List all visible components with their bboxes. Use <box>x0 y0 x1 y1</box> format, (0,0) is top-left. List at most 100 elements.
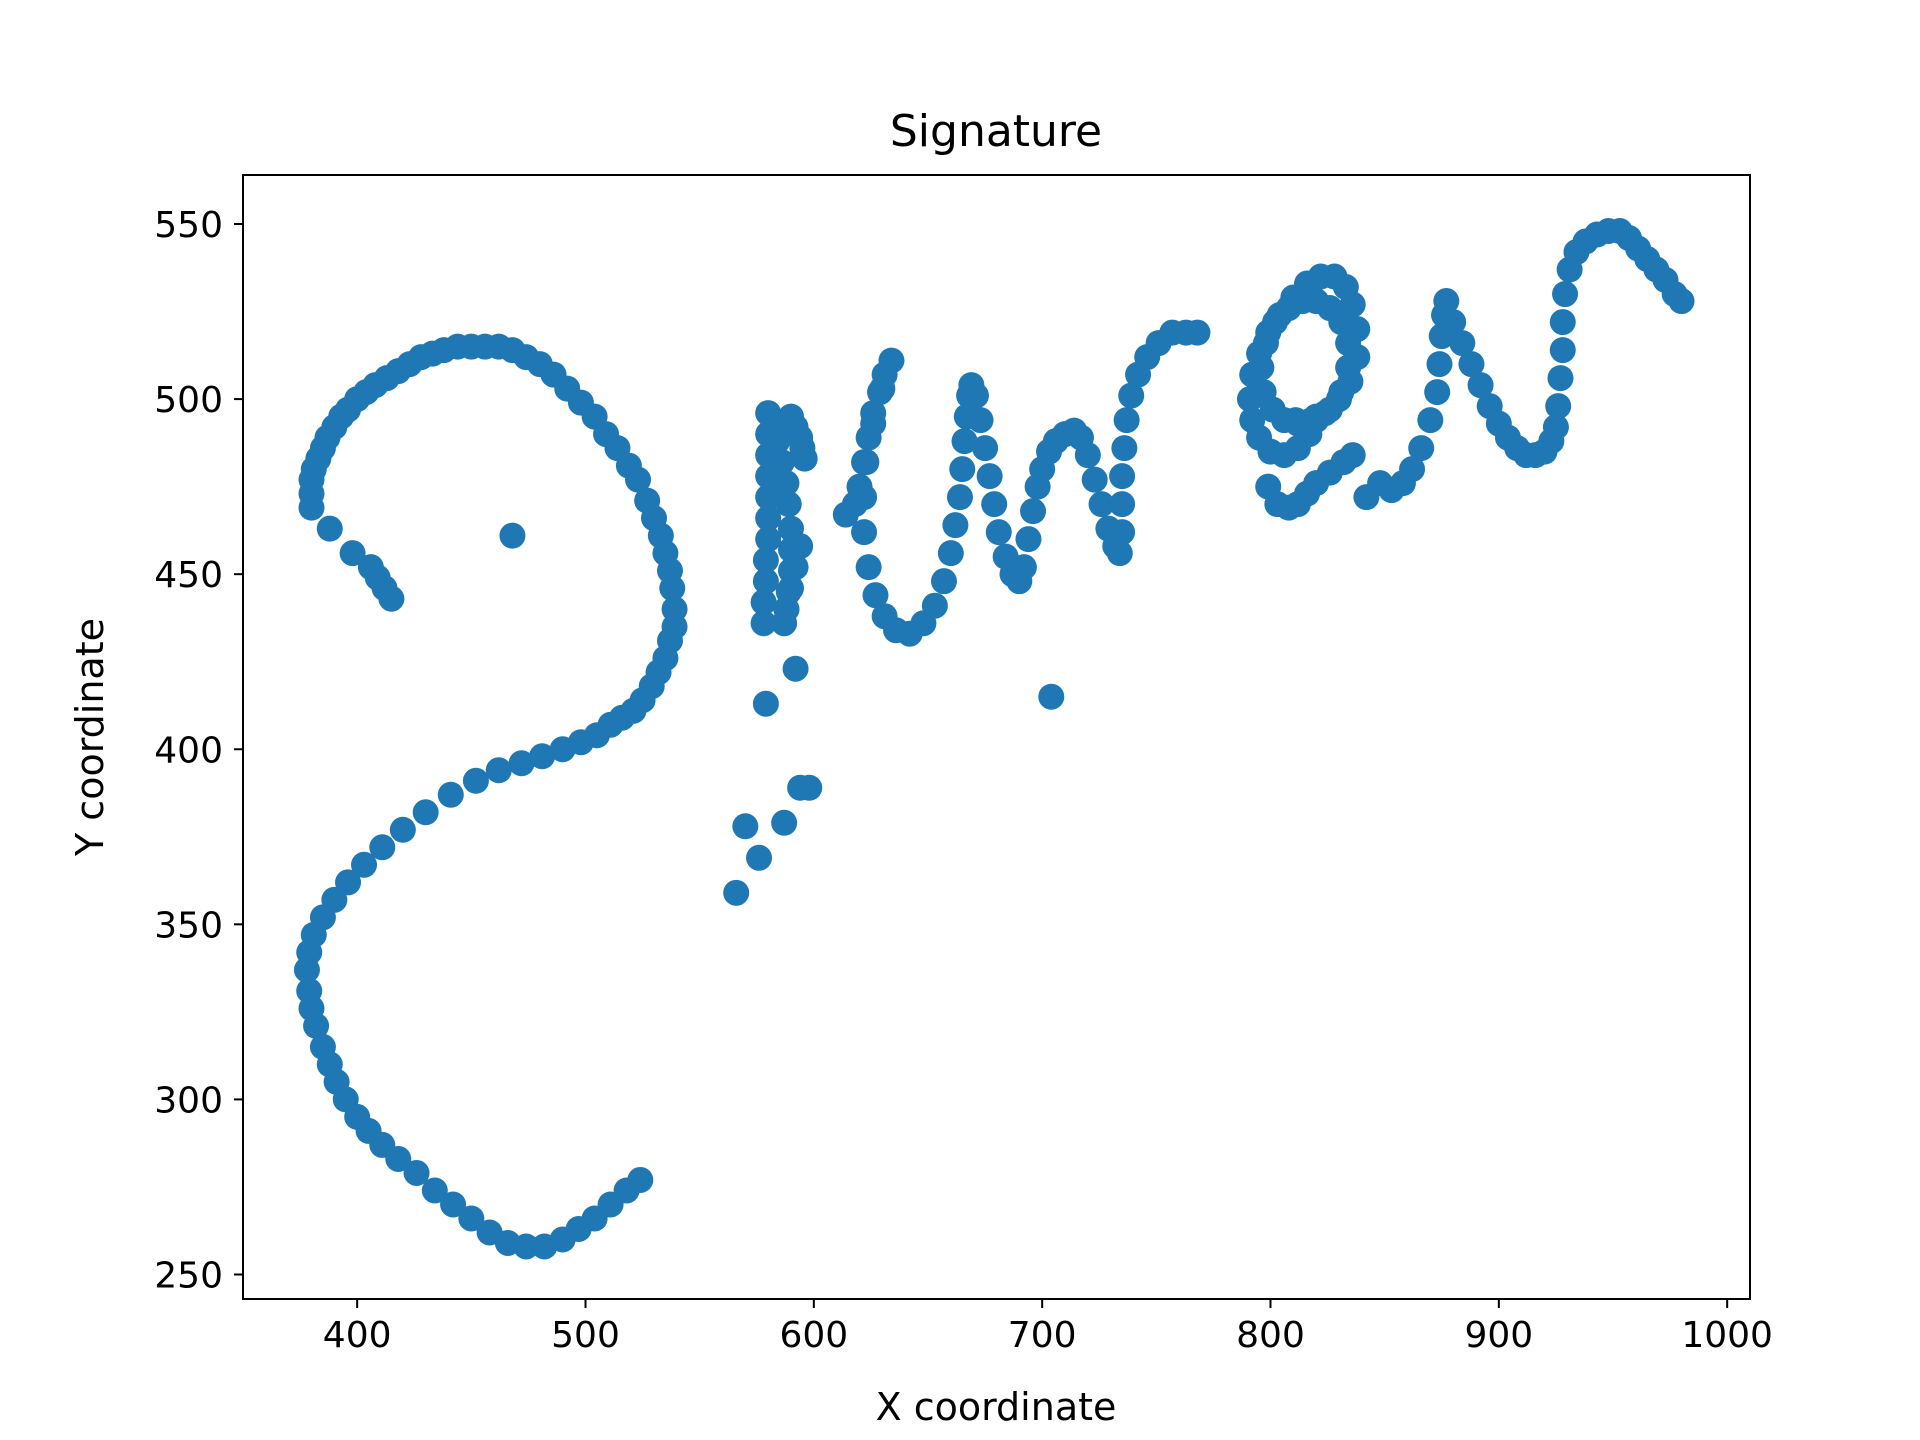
data-point <box>771 809 798 836</box>
data-point <box>862 582 889 609</box>
data-point <box>1335 330 1362 357</box>
data-point <box>752 568 779 595</box>
plot-frame <box>242 174 1751 1300</box>
data-point <box>853 449 880 476</box>
data-point <box>878 347 905 374</box>
data-point <box>369 834 396 861</box>
data-point <box>946 484 973 511</box>
data-point <box>1426 351 1453 378</box>
y-tick-label: 350 <box>154 905 223 946</box>
data-point <box>1010 554 1037 581</box>
data-point <box>1303 407 1330 434</box>
y-tick-label: 500 <box>154 380 223 421</box>
data-point <box>1339 442 1366 469</box>
data-point <box>335 869 362 896</box>
data-point <box>1549 337 1576 364</box>
data-point <box>403 1159 430 1186</box>
data-point <box>782 554 809 581</box>
data-point <box>755 526 782 553</box>
data-point <box>421 1177 448 1204</box>
data-point <box>351 851 378 878</box>
data-points <box>293 218 1695 1260</box>
data-point <box>773 470 800 497</box>
data-point <box>625 466 652 493</box>
data-point <box>293 956 320 983</box>
data-point <box>1408 435 1435 462</box>
data-point <box>782 655 809 682</box>
data-point <box>1424 379 1451 406</box>
data-point <box>778 575 804 602</box>
data-point <box>937 540 964 567</box>
chart-title: Signature <box>890 106 1102 157</box>
x-tick-label: 800 <box>1236 1315 1305 1356</box>
data-point <box>755 484 782 511</box>
data-point <box>1282 407 1309 434</box>
data-point <box>1118 382 1145 409</box>
data-point <box>1417 407 1444 434</box>
data-point <box>412 799 439 826</box>
y-tick-label: 400 <box>154 730 223 771</box>
data-point <box>1081 466 1108 493</box>
data-point <box>732 813 759 840</box>
data-point <box>752 547 779 574</box>
data-point <box>389 816 416 843</box>
data-point <box>723 879 750 906</box>
data-point <box>508 750 535 777</box>
data-point <box>773 596 800 623</box>
data-point <box>357 554 384 581</box>
data-point <box>1109 463 1136 490</box>
data-point <box>796 774 823 801</box>
data-point <box>1440 309 1467 336</box>
data-point <box>1668 288 1695 315</box>
data-point <box>1433 288 1460 315</box>
data-point <box>949 456 976 483</box>
data-point <box>860 410 887 437</box>
y-tick-label: 300 <box>154 1080 223 1121</box>
data-point <box>1088 491 1115 518</box>
data-point <box>851 519 878 546</box>
data-point <box>385 1145 412 1172</box>
data-point <box>1239 407 1266 434</box>
data-point <box>951 428 978 455</box>
data-point <box>787 533 814 560</box>
data-point <box>1399 456 1426 483</box>
data-point <box>775 491 802 518</box>
data-point <box>1015 526 1042 553</box>
data-point <box>985 519 1012 546</box>
data-point <box>962 382 989 409</box>
x-tick-label: 400 <box>323 1315 392 1356</box>
data-point <box>1542 414 1569 441</box>
data-point <box>967 407 994 434</box>
data-point <box>458 1205 485 1232</box>
axis-ticks: 400 500 600 700 800 900 1000 250 300 350 400 450 500… <box>154 205 1773 1356</box>
data-point <box>339 540 366 567</box>
data-point <box>1250 379 1277 406</box>
data-point <box>549 736 576 763</box>
y-tick-label: 550 <box>154 205 223 246</box>
data-point <box>746 844 773 871</box>
data-point <box>1111 435 1138 462</box>
data-point <box>1038 683 1065 710</box>
data-point <box>791 445 818 472</box>
x-axis-label: X coordinate <box>876 1385 1117 1429</box>
data-point <box>855 554 882 581</box>
data-point <box>752 690 779 717</box>
data-point <box>1467 372 1494 399</box>
y-tick-label: 250 <box>154 1255 223 1296</box>
x-tick-label: 1000 <box>1681 1315 1773 1356</box>
data-point <box>440 1191 467 1218</box>
data-point <box>750 589 777 616</box>
data-point <box>1113 407 1140 434</box>
data-point <box>851 484 878 511</box>
data-point <box>1328 309 1355 336</box>
data-point <box>1335 354 1362 381</box>
data-point <box>921 592 948 619</box>
data-point <box>529 743 556 770</box>
x-tick-label: 900 <box>1464 1315 1533 1356</box>
data-point <box>1449 330 1476 357</box>
data-point <box>485 757 512 784</box>
data-point <box>1547 365 1574 392</box>
data-point <box>437 781 464 808</box>
data-point <box>513 1233 540 1260</box>
